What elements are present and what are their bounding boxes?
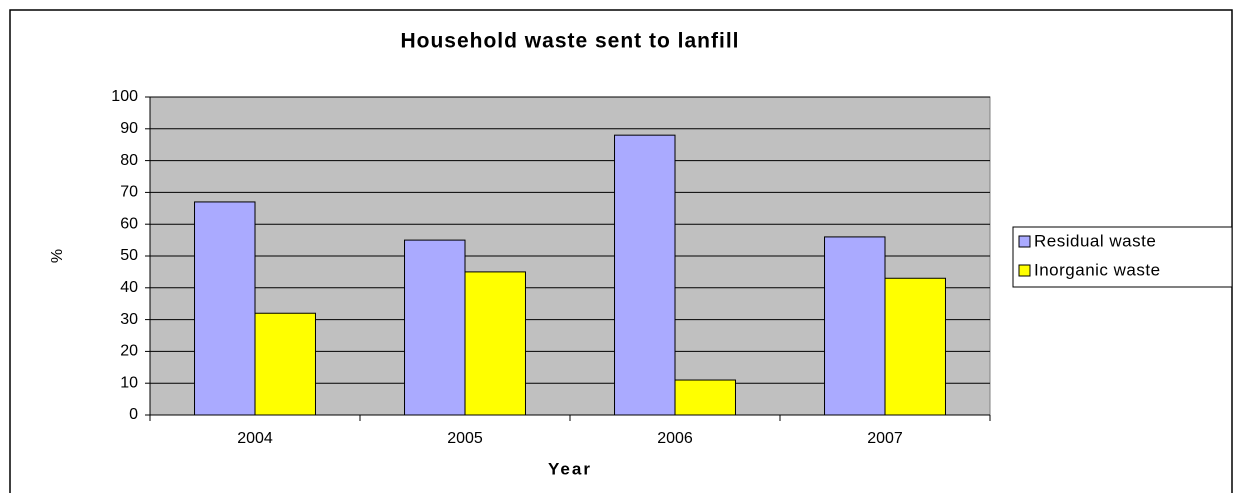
x-axis-label: Year bbox=[548, 459, 592, 478]
y-tick-label: 90 bbox=[120, 120, 138, 137]
bar bbox=[404, 239, 466, 416]
bar bbox=[824, 236, 886, 416]
y-tick-label: 60 bbox=[120, 215, 138, 232]
y-tick-label: 50 bbox=[120, 247, 138, 264]
legend-swatch bbox=[1018, 235, 1031, 248]
y-tick-label: 100 bbox=[111, 88, 138, 105]
legend-label: Inorganic waste bbox=[1034, 260, 1161, 279]
y-tick-label: 80 bbox=[120, 152, 138, 169]
bar bbox=[614, 134, 676, 416]
legend-box bbox=[1012, 226, 1233, 288]
legend-label: Residual waste bbox=[1034, 231, 1156, 250]
y-tick-label: 70 bbox=[120, 184, 138, 201]
y-axis-label: % bbox=[49, 249, 66, 263]
y-tick-label: 10 bbox=[120, 374, 138, 391]
bar bbox=[674, 379, 736, 416]
bar bbox=[194, 201, 256, 416]
chart-title: Household waste sent to lanfill bbox=[400, 30, 739, 53]
y-tick-label: 20 bbox=[120, 343, 138, 360]
x-tick-label: 2007 bbox=[867, 430, 903, 447]
y-tick-label: 0 bbox=[129, 406, 138, 423]
bar bbox=[884, 277, 946, 416]
x-tick-label: 2006 bbox=[657, 430, 693, 447]
bar bbox=[254, 312, 316, 416]
bar bbox=[464, 271, 526, 416]
x-tick-label: 2005 bbox=[447, 430, 483, 447]
y-tick-label: 40 bbox=[120, 279, 138, 296]
x-tick-label: 2004 bbox=[237, 430, 273, 447]
y-tick-label: 30 bbox=[120, 311, 138, 328]
legend-swatch bbox=[1018, 264, 1031, 277]
